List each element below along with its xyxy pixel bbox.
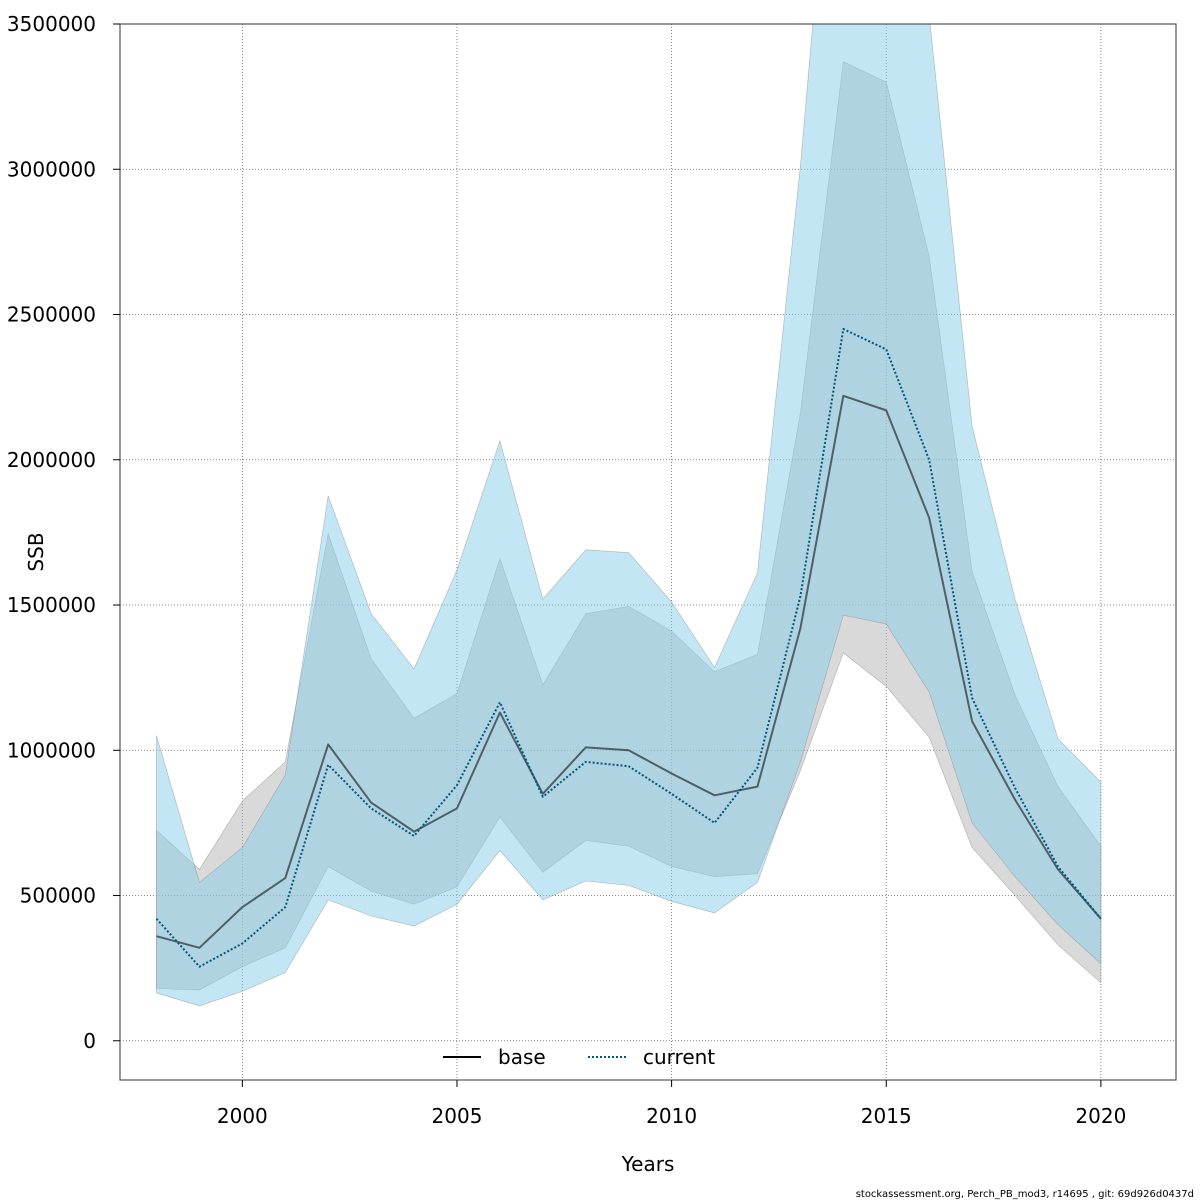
line-base [156, 394, 1102, 949]
plot-frame [119, 23, 1177, 1081]
x-tick-label: 2020 [1075, 1104, 1126, 1128]
y-axis-title: SSB [24, 532, 48, 571]
y-tick-label: 3000000 [7, 157, 96, 181]
x-tick-label: 2000 [217, 1104, 268, 1128]
x-axis-ticks: 2000 2005 2010 2015 2020 [217, 1080, 1126, 1128]
x-axis-title: Years [621, 1152, 675, 1176]
y-tick-label: 1000000 [7, 738, 96, 762]
x-tick-label: 2010 [646, 1104, 697, 1128]
x-tick-label: 2005 [432, 1104, 483, 1128]
band-current [156, 24, 1102, 1007]
y-tick-label: 3500000 [7, 12, 96, 36]
y-tick-label: 500000 [20, 884, 96, 908]
legend-label-base: base [498, 1045, 546, 1069]
y-axis-ticks: 0 500000 1000000 1500000 2000000 2500000 30000… [7, 12, 120, 1053]
y-tick-label: 1500000 [7, 593, 96, 617]
y-tick-label: 2000000 [7, 448, 96, 472]
x-tick-label: 2015 [861, 1104, 912, 1128]
legend: base current [443, 1045, 715, 1069]
line-current [155, 328, 1102, 968]
legend-label-current: current [643, 1045, 715, 1069]
series-lines [155, 328, 1102, 968]
y-tick-label: 2500000 [7, 303, 96, 327]
footer-note: stockassessment.org, Perch_PB_mod3, r146… [856, 1189, 1194, 1200]
confidence-bands [156, 24, 1102, 1007]
y-tick-label: 0 [83, 1029, 96, 1053]
